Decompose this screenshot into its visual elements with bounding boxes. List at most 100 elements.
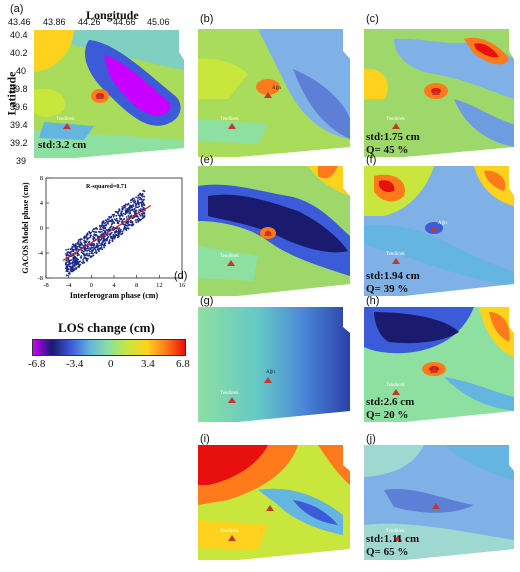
scatter-point (133, 207, 136, 210)
scatter-point (138, 213, 141, 216)
scatter-point (121, 206, 124, 208)
scatter-point (95, 227, 98, 229)
scatter-point (79, 239, 82, 241)
x-tick-label: 0 (90, 282, 93, 289)
scatter-point (124, 205, 127, 207)
scatter-point (73, 265, 76, 267)
scatter-point (76, 254, 79, 257)
volcano-marker (430, 226, 438, 232)
scatter-point (110, 225, 113, 228)
volcano-marker (63, 123, 71, 129)
volcano-label-tendurek: Tendürek (386, 252, 405, 257)
scatter-point (73, 245, 76, 248)
scatter-point (95, 250, 97, 253)
scatter-point (79, 263, 82, 266)
scatter-point (79, 241, 82, 244)
scatter-point (75, 264, 78, 266)
scatter-point (83, 240, 86, 242)
scatter-point (87, 257, 89, 260)
scatter-point (69, 269, 72, 271)
scatter-point (90, 248, 92, 251)
scatter-point (75, 268, 77, 270)
scatter-point (122, 212, 125, 215)
scatter-point (76, 247, 78, 249)
scatter-point (102, 229, 105, 231)
volcano-label-tendurek: Tendürek (56, 117, 75, 122)
scatter-point (81, 249, 84, 252)
scatter-point (77, 261, 80, 264)
scatter-point (138, 218, 141, 221)
scatter-point (67, 259, 70, 261)
scatter-point (100, 238, 103, 240)
panel-label-i: (i) (200, 433, 210, 445)
lat-tick: 40.4 (10, 30, 28, 40)
scatter-point (80, 242, 83, 245)
scatter-point (71, 245, 74, 248)
volcano-label-ararat: Ağrı (438, 221, 448, 226)
scatter-point (72, 259, 75, 261)
colorbar-tick: -6.8 (28, 358, 46, 370)
scatter-point (102, 239, 104, 242)
scatter-point (143, 195, 146, 198)
scatter-point (131, 224, 134, 226)
scatter-point (118, 208, 120, 211)
scatter-point (78, 265, 81, 267)
scatter-point (104, 222, 107, 224)
scatter-point (75, 262, 78, 265)
scatter-point (134, 206, 137, 208)
lon-tick-row: 43.46 43.86 44.26 44.66 45.06 (0, 17, 200, 29)
panel-label-d: (d) (174, 270, 188, 282)
x-axis-label: Interferogram phase (cm) (70, 291, 159, 300)
map-panel-j: Tendürek (364, 445, 514, 560)
scatter-point (114, 219, 117, 222)
scatter-point (134, 209, 137, 212)
volcano-label-tendurek: Tendürek (386, 529, 405, 534)
scatter-point (65, 254, 68, 257)
chart-title: R-squared=0.71 (86, 184, 127, 190)
scatter-point (87, 247, 89, 250)
panel-label-g: (g) (200, 295, 214, 307)
scatter-point (102, 244, 105, 247)
scatter-point (74, 248, 77, 251)
lat-tick: 39.4 (10, 120, 28, 130)
scatter-point (134, 203, 137, 205)
scatter-point (77, 266, 79, 268)
scatter-point (89, 236, 91, 239)
scatter-point (114, 211, 117, 213)
scatter-point (69, 267, 72, 269)
scatter-point (73, 255, 75, 257)
scatter-point (130, 206, 133, 209)
scatter-point (113, 222, 115, 224)
scatter-point (69, 251, 72, 253)
x-tick-label: 8 (135, 282, 138, 289)
scatter-point (130, 221, 133, 224)
map-panel-e: Tendürek (198, 166, 350, 296)
scatter-point (115, 214, 118, 217)
panel-stat-c-std: std:1.75 cm (366, 131, 420, 143)
scatter-point (109, 220, 111, 223)
scatter-point (98, 242, 100, 244)
scatter-point (120, 233, 122, 236)
volcano-label-ararat: Ağrı (272, 86, 282, 91)
scatter-point (93, 243, 96, 246)
scatter-point (116, 211, 118, 214)
scatter-point (110, 223, 113, 226)
volcano-marker (264, 230, 272, 236)
scatter-point (129, 204, 131, 207)
scatter-point (71, 248, 74, 251)
y-axis-label: GACOS Model phase (cm) (21, 182, 30, 274)
scatter-point (104, 219, 107, 222)
scatter-point (75, 257, 78, 260)
scatter-point (85, 234, 88, 237)
regression-line (62, 204, 152, 262)
volcano-marker (264, 92, 272, 98)
scatter-point (122, 228, 125, 231)
scatter-point (112, 226, 115, 229)
scatter-point (141, 194, 143, 197)
scatter-point (119, 231, 122, 233)
colorbar-tick: 3.4 (141, 358, 155, 370)
scatter-point (95, 234, 97, 237)
scatter-point (133, 199, 136, 201)
scatter-point (128, 223, 131, 226)
scatter-point (78, 244, 81, 247)
